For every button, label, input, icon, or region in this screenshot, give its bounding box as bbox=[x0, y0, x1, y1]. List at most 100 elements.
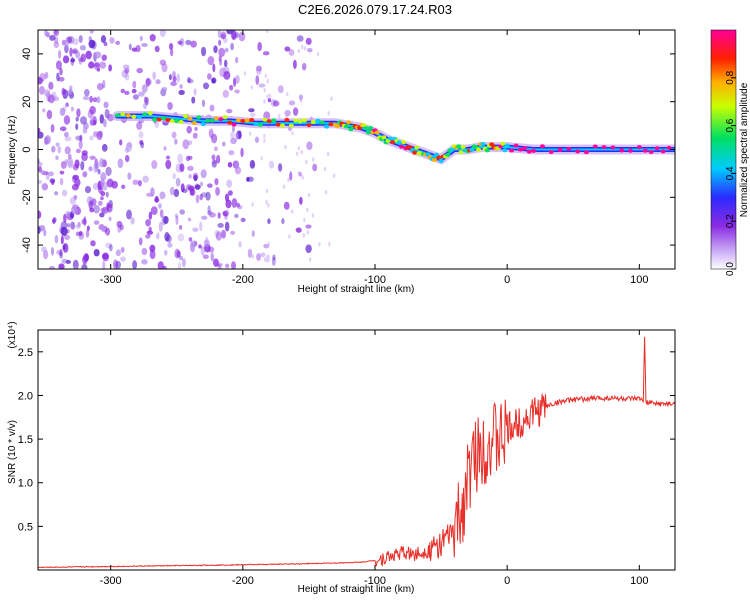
trace-point bbox=[642, 148, 648, 153]
noise-speckle bbox=[251, 254, 255, 259]
noise-speckle bbox=[61, 39, 67, 46]
trace-point bbox=[284, 118, 290, 123]
trace-point bbox=[174, 118, 180, 123]
trace-point bbox=[504, 143, 510, 148]
noise-speckle bbox=[43, 89, 51, 97]
trace-point bbox=[575, 149, 581, 154]
noise-speckle bbox=[297, 48, 301, 54]
noise-speckle bbox=[285, 114, 288, 119]
noise-speckle bbox=[141, 247, 148, 256]
noise-speckle bbox=[55, 142, 60, 147]
noise-speckle bbox=[188, 237, 193, 242]
noise-speckle bbox=[186, 184, 192, 191]
y-tick-label: -20 bbox=[21, 189, 33, 205]
noise-speckle bbox=[316, 51, 320, 57]
noise-speckle bbox=[93, 131, 99, 138]
noise-speckle bbox=[173, 188, 180, 198]
trace-point bbox=[131, 114, 137, 119]
noise-speckle bbox=[306, 207, 309, 213]
x-tick-label: 100 bbox=[630, 274, 648, 286]
noise-speckle bbox=[193, 174, 198, 182]
noise-speckle bbox=[302, 233, 306, 238]
trace-point bbox=[209, 118, 215, 123]
noise-speckle bbox=[154, 45, 160, 53]
noise-speckle bbox=[88, 96, 93, 102]
noise-speckle bbox=[99, 114, 105, 124]
noise-speckle bbox=[288, 49, 295, 56]
noise-speckle bbox=[202, 254, 209, 260]
noise-speckle bbox=[251, 202, 254, 207]
noise-speckle bbox=[288, 234, 291, 239]
noise-speckle bbox=[220, 33, 226, 40]
trace-point bbox=[297, 119, 303, 124]
trace-point bbox=[142, 112, 148, 117]
noise-speckle bbox=[240, 217, 246, 223]
noise-speckle bbox=[247, 248, 253, 258]
spectrogram-y-label: Frequency (Hz) bbox=[7, 116, 18, 185]
noise-speckle bbox=[52, 216, 57, 223]
noise-speckle bbox=[145, 77, 150, 88]
noise-speckle bbox=[162, 265, 167, 269]
noise-speckle bbox=[101, 143, 108, 152]
trace-point bbox=[548, 149, 554, 154]
noise-speckle bbox=[96, 82, 104, 91]
noise-speckle bbox=[140, 141, 145, 149]
trace-point bbox=[458, 150, 464, 155]
noise-speckle bbox=[179, 163, 185, 173]
noise-speckle bbox=[177, 153, 184, 164]
noise-speckle bbox=[80, 161, 85, 171]
trace-point bbox=[531, 148, 537, 153]
noise-speckle bbox=[218, 47, 226, 58]
noise-speckle bbox=[154, 119, 159, 129]
noise-speckle bbox=[181, 188, 188, 194]
noise-speckle bbox=[44, 134, 52, 144]
noise-speckle bbox=[53, 30, 58, 35]
noise-speckle bbox=[238, 31, 246, 42]
noise-speckle bbox=[281, 218, 285, 225]
trace-point bbox=[205, 118, 211, 123]
noise-speckle bbox=[146, 230, 154, 235]
trace-point bbox=[610, 145, 616, 150]
noise-speckle bbox=[265, 254, 270, 263]
noise-speckle bbox=[115, 40, 120, 45]
noise-speckle bbox=[158, 203, 162, 209]
noise-speckle bbox=[226, 108, 233, 114]
noise-speckle bbox=[170, 81, 177, 87]
noise-speckle bbox=[96, 67, 101, 72]
noise-speckle bbox=[284, 144, 287, 150]
noise-speckle bbox=[215, 231, 222, 241]
noise-speckle bbox=[84, 89, 90, 97]
noise-speckle bbox=[263, 87, 266, 93]
noise-speckle bbox=[79, 45, 86, 51]
noise-speckle bbox=[64, 159, 68, 165]
noise-speckle bbox=[171, 131, 177, 139]
noise-speckle bbox=[207, 183, 213, 188]
y-tick-label: 0 bbox=[21, 146, 33, 152]
noise-speckle bbox=[306, 141, 313, 151]
noise-speckle bbox=[177, 261, 182, 269]
trace-point bbox=[381, 135, 387, 140]
trace-point bbox=[240, 118, 246, 123]
noise-speckle bbox=[41, 246, 47, 253]
noise-speckle bbox=[97, 200, 103, 206]
noise-speckle bbox=[268, 93, 272, 98]
trace-point bbox=[526, 149, 532, 154]
noise-speckle bbox=[226, 179, 233, 188]
noise-speckle bbox=[72, 163, 79, 171]
noise-speckle bbox=[222, 89, 229, 98]
noise-speckle bbox=[101, 226, 105, 232]
noise-speckle bbox=[234, 89, 240, 94]
trace-point bbox=[469, 147, 475, 152]
noise-speckle bbox=[105, 227, 111, 236]
noise-speckle bbox=[132, 94, 139, 100]
noise-speckle bbox=[62, 55, 70, 64]
noise-speckle bbox=[266, 30, 269, 34]
noise-speckle bbox=[179, 209, 185, 215]
noise-speckle bbox=[59, 126, 67, 132]
noise-speckle bbox=[190, 40, 197, 48]
noise-speckle bbox=[94, 62, 100, 68]
noise-speckle bbox=[120, 256, 126, 262]
noise-speckle bbox=[260, 252, 266, 258]
trace-point bbox=[319, 120, 325, 125]
